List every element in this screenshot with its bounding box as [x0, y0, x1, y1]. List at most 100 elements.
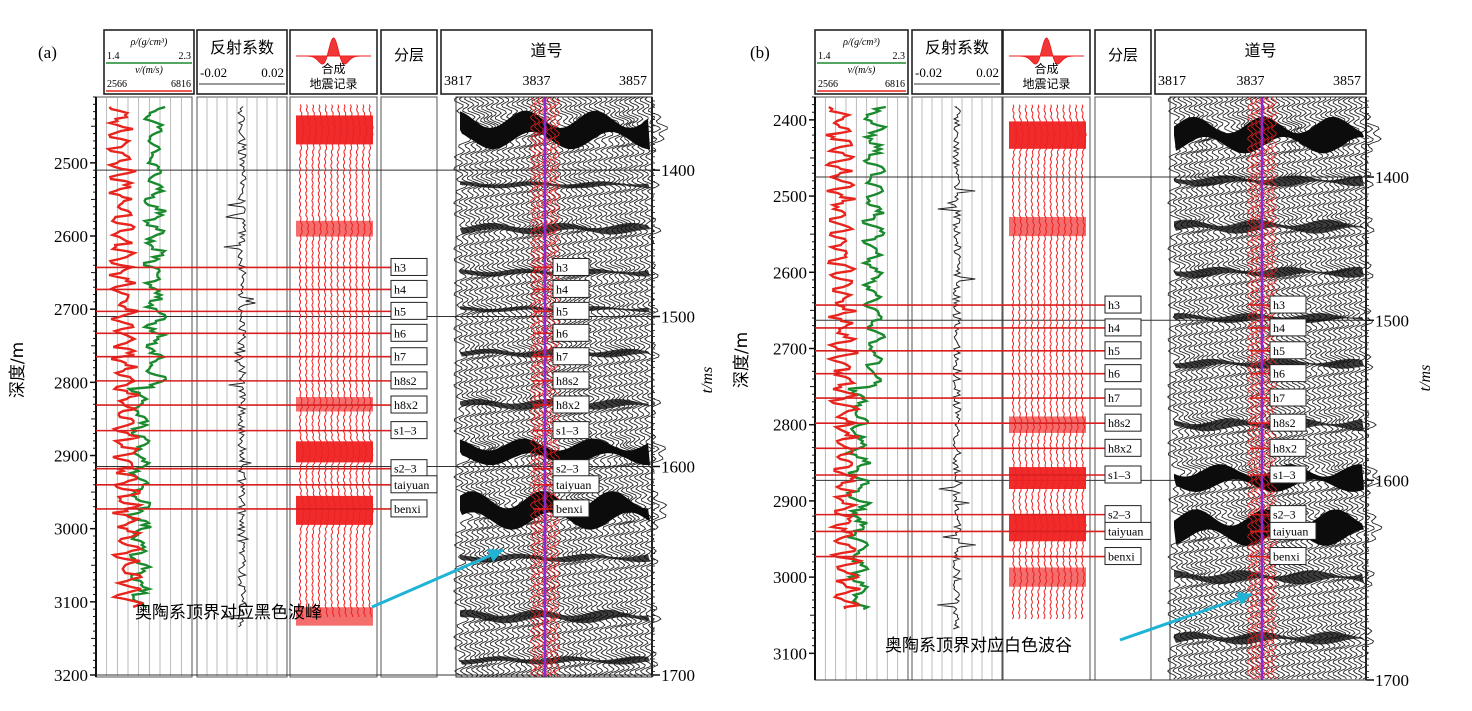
trace-number-label: 3817: [1158, 74, 1186, 89]
synthetic-trace: [336, 104, 343, 618]
depth-tick-label: 2900: [773, 492, 807, 511]
layer-label: s2–3: [394, 462, 417, 476]
layer-label-box: [1104, 465, 1142, 484]
depth-tick-label: 3100: [54, 593, 88, 612]
seismic-trace: [1182, 96, 1208, 680]
layer-label-box: [390, 421, 428, 440]
layer-label: benxi: [1108, 550, 1135, 564]
seismic-trace: [468, 96, 494, 678]
seismic-label: h8x2: [1273, 441, 1297, 455]
time-axis-label: t/ms: [699, 367, 716, 394]
seismic-trace: [473, 96, 497, 678]
seismic-event: [1174, 116, 1364, 154]
synthetic-trace: [1055, 104, 1062, 620]
seismic-trace: [1244, 96, 1263, 680]
seismic-label: taiyuan: [1273, 524, 1308, 538]
synthetic-trace: [1030, 104, 1037, 620]
trace-header-box: [1154, 29, 1367, 95]
seismic-label: h8s2: [1273, 416, 1296, 430]
synthetic-event: [1009, 467, 1086, 490]
layer-label-box: [390, 323, 428, 342]
layer-label: taiyuan: [394, 478, 429, 492]
reflectivity-header-box: [196, 29, 288, 95]
seismic-trace: [1172, 96, 1197, 680]
inserted-synthetic-trace: [1270, 96, 1278, 680]
seismic-label: h6: [556, 326, 568, 340]
seismic-trace: [1326, 96, 1350, 680]
seismic-trace: [1265, 96, 1290, 680]
trace-title: 道号: [530, 41, 562, 60]
seismic-label: h4: [556, 282, 568, 296]
depth-tick-label: 2400: [773, 111, 807, 130]
seismic-trace: [592, 96, 615, 678]
seismic-trace: [1347, 96, 1368, 680]
time-tick-label: 1600: [1375, 471, 1409, 490]
reflectivity-max: 0.02: [261, 65, 284, 80]
synthetic-trace: [330, 104, 337, 618]
synthetic-trace: [305, 104, 312, 618]
seismic-section: [1166, 96, 1383, 681]
layer-header-box: [380, 29, 438, 95]
layer-label-box: [1104, 547, 1142, 566]
annotation-arrow-shaft: [371, 548, 504, 609]
seismic-trace: [587, 96, 607, 678]
seismic-event: [460, 181, 650, 189]
synthetic-trace: [298, 104, 305, 618]
seismic-trace: [458, 96, 482, 678]
seismic-trace: [1177, 96, 1204, 680]
synthetic-title-2: 地震记录: [309, 77, 357, 91]
layer-label: h8x2: [394, 398, 418, 412]
layer-label-box: [390, 475, 438, 494]
annotation-text: 奥陶系顶界对应白色波谷: [885, 636, 1072, 656]
synthetic-event: [1009, 513, 1086, 542]
seismic-trace: [581, 96, 601, 678]
layer-label: s2–3: [1108, 508, 1131, 522]
layer-label: h5: [1108, 344, 1120, 358]
seismic-trace: [1306, 96, 1329, 680]
layer-label-box: [1104, 295, 1142, 314]
time-tick-label: 1400: [661, 161, 695, 180]
depth-tick-label: 3000: [54, 520, 88, 539]
seismic-label: h8s2: [556, 374, 579, 388]
seismic-label: h3: [1273, 298, 1285, 312]
density-max: 2.3: [179, 51, 192, 62]
seismic-label-box: [552, 475, 600, 494]
seismic-label-box: [1269, 341, 1307, 360]
trace-number-label: 3837: [1237, 74, 1265, 89]
seismic-label-box: [552, 257, 590, 276]
seismic-label-box: [1269, 388, 1307, 407]
time-tick-label: 1700: [1375, 671, 1409, 690]
seismic-trace: [540, 96, 561, 678]
layer-label-box: [1104, 438, 1142, 457]
depth-tick-label: 2900: [54, 447, 88, 466]
depth-tick-label: 3200: [54, 666, 88, 685]
inserted-synthetic-trace: [1246, 96, 1254, 680]
synthetic-title-1: 合成: [1034, 61, 1058, 76]
inserted-synthetic-trace: [537, 96, 545, 678]
synthetic-event: [1009, 416, 1086, 433]
synthetic-event: [1009, 216, 1086, 237]
seismic-label-box: [1269, 318, 1307, 337]
layer-title: 分层: [394, 46, 424, 64]
seismic-trace: [504, 96, 530, 678]
seismic-label-box: [1269, 413, 1307, 432]
seismic-frame: [1169, 96, 1367, 681]
seismic-event: [1174, 418, 1364, 432]
depth-tick-label: 2600: [54, 227, 88, 246]
depth-tick-label: 2700: [773, 339, 807, 358]
annotation-arrow-shaft: [1119, 592, 1253, 642]
seismic-trace: [514, 96, 541, 678]
track-frame: [911, 96, 1003, 681]
synthetic-trace: [1049, 104, 1056, 620]
trace-title: 道号: [1244, 41, 1276, 60]
track-frame: [196, 96, 288, 678]
trace-number-label: 3857: [619, 74, 647, 89]
trace-number-label: 3837: [523, 74, 551, 89]
seismic-label: h5: [1273, 344, 1285, 358]
seismic-label: s2–3: [556, 462, 579, 476]
layer-label-box: [390, 301, 428, 320]
depth-tick-label: 2800: [54, 373, 88, 392]
seismic-trace: [597, 96, 623, 678]
seismic-trace: [1342, 96, 1361, 680]
